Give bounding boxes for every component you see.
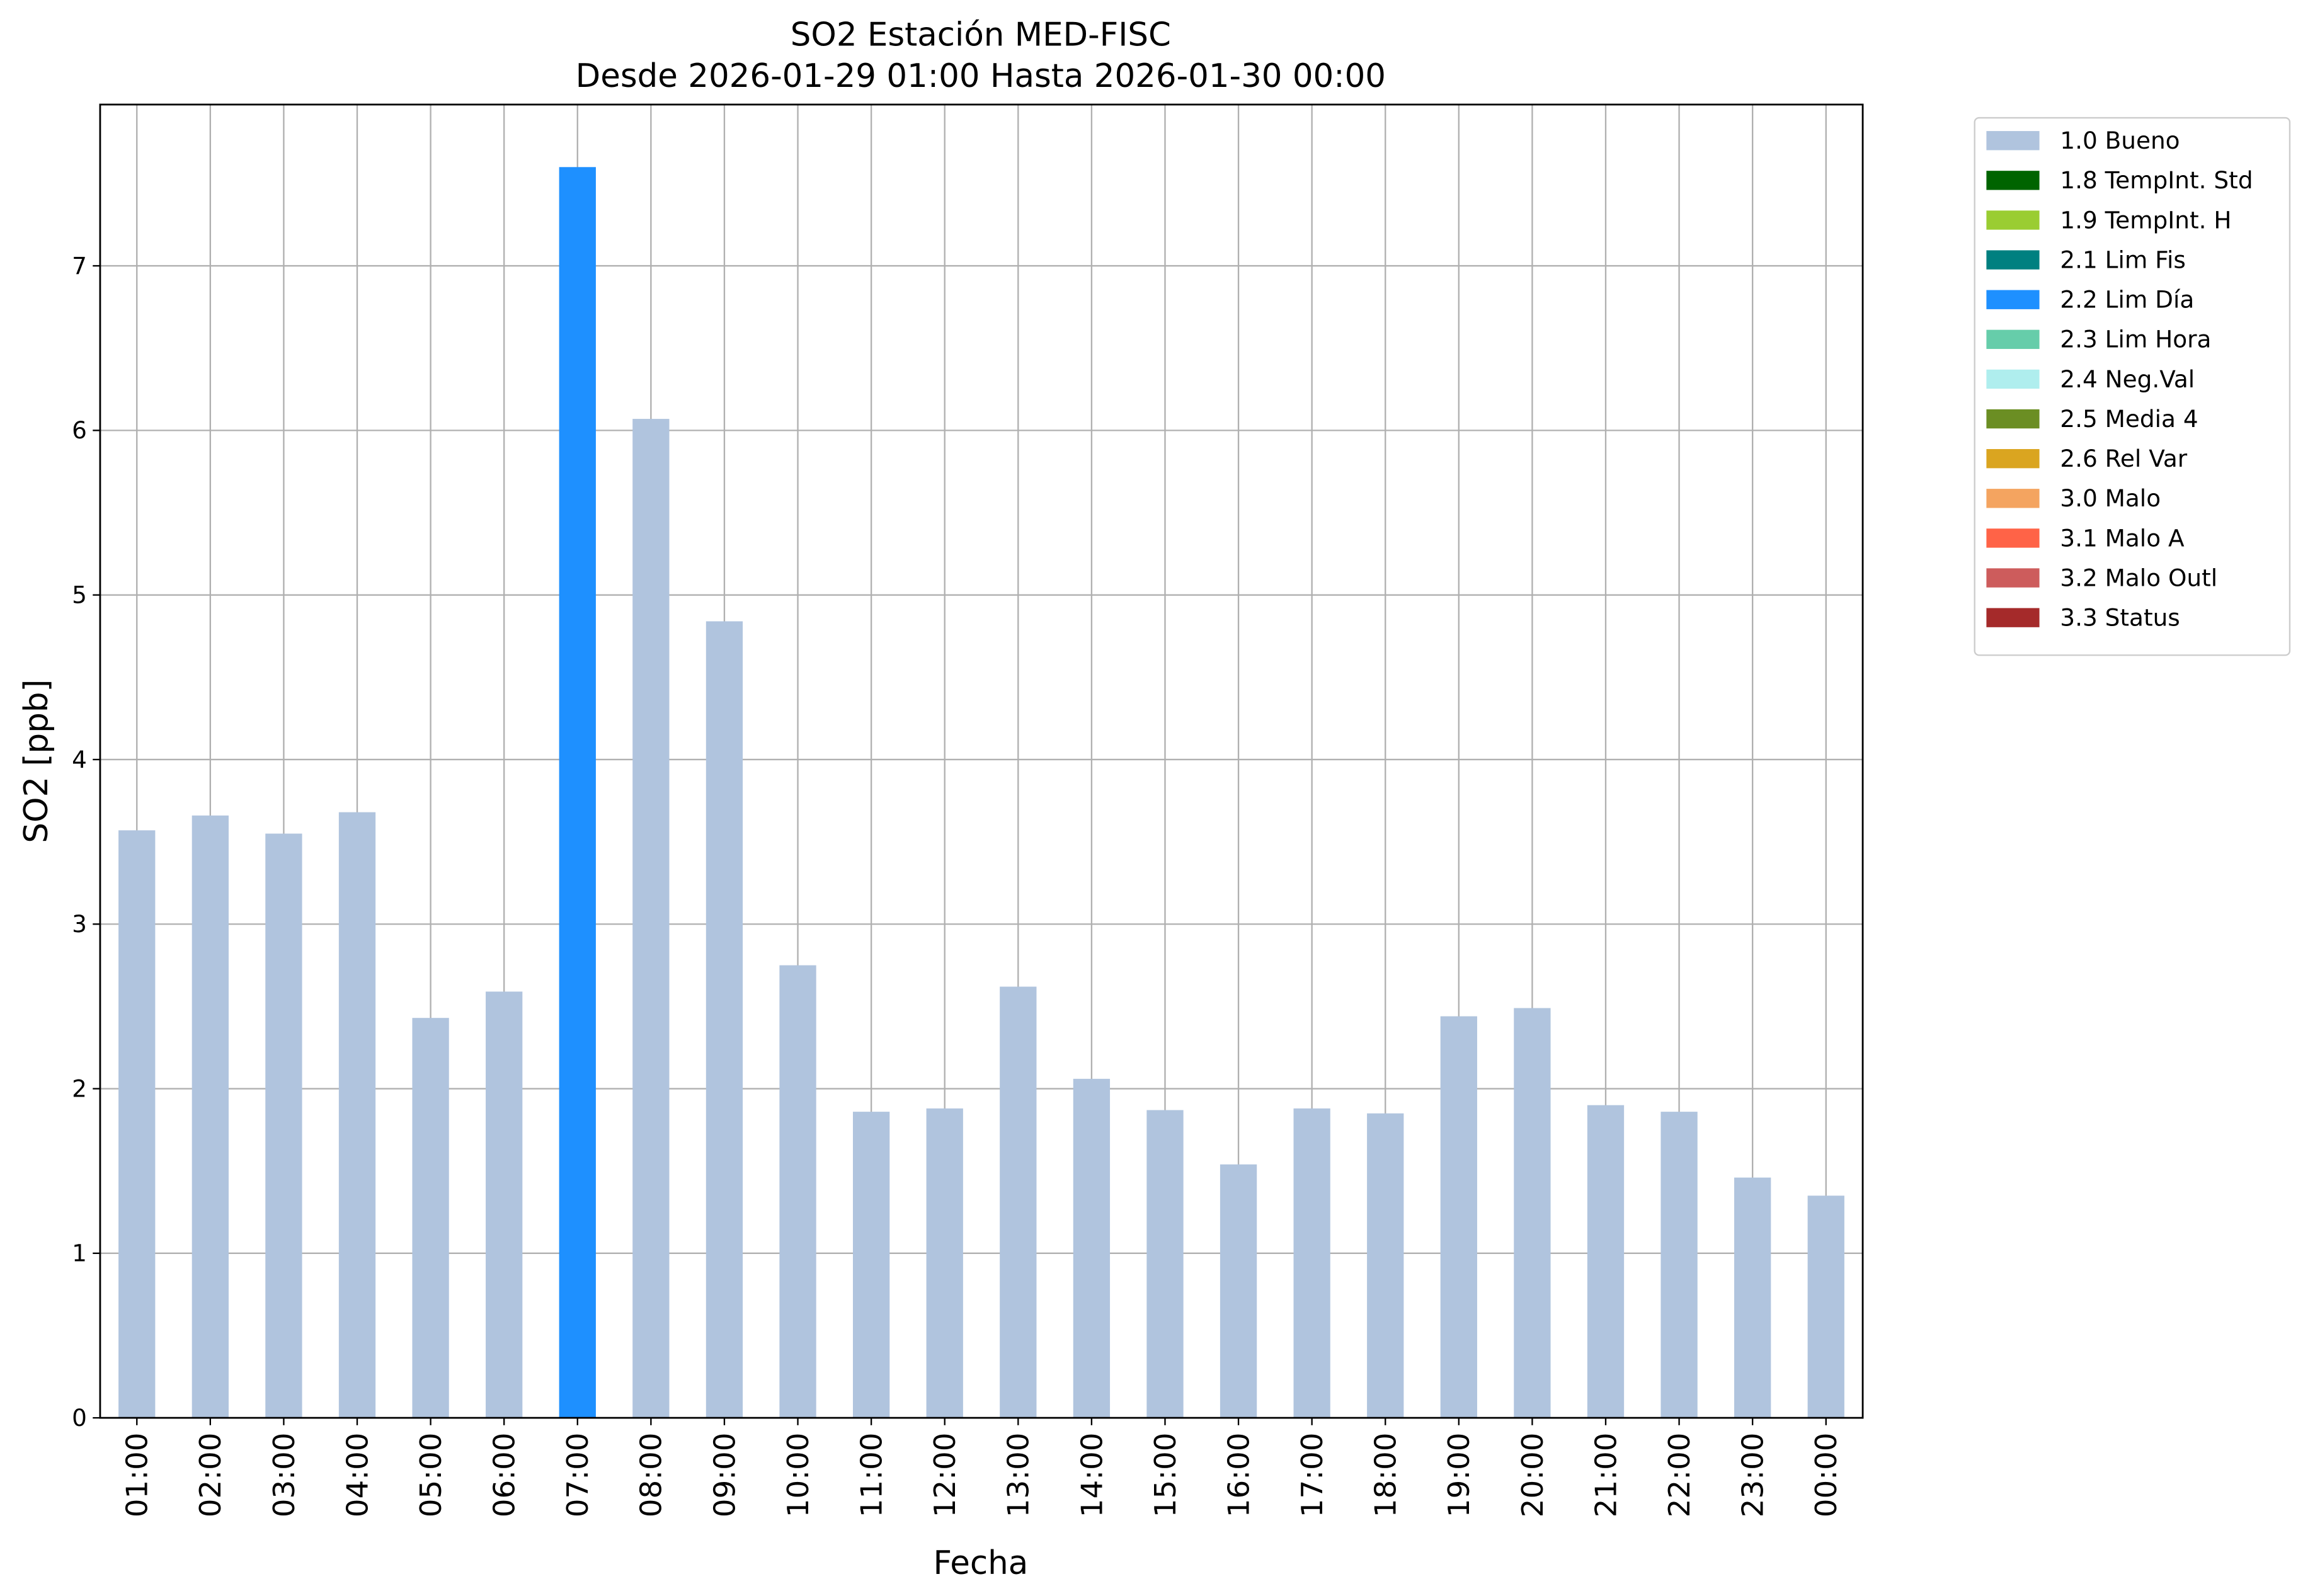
x-tick-label: 06:00	[488, 1433, 522, 1518]
legend-label: 2.2 Lim Día	[2060, 286, 2194, 314]
legend-swatch	[1986, 528, 2040, 548]
legend-swatch	[1986, 369, 2040, 389]
legend-swatch	[1986, 210, 2040, 230]
legend-label: 1.8 TempInt. Std	[2060, 166, 2253, 194]
plot-frame	[99, 103, 1864, 1419]
bar	[1293, 1108, 1330, 1418]
bar	[486, 991, 523, 1418]
legend-label: 1.9 TempInt. H	[2060, 206, 2231, 234]
y-tick-label: 0	[72, 1404, 87, 1432]
legend-swatch	[1986, 608, 2040, 627]
y-tick-label: 3	[72, 910, 87, 938]
x-tick-label: 12:00	[929, 1433, 963, 1518]
x-tick-label: 00:00	[1810, 1433, 1844, 1518]
bar	[1073, 1078, 1111, 1418]
x-tick-label: 13:00	[1002, 1433, 1036, 1518]
y-tick-label: 4	[72, 746, 87, 773]
legend-label: 2.6 Rel Var	[2060, 445, 2188, 472]
bar	[706, 621, 743, 1418]
y-tick-label: 6	[72, 416, 87, 444]
legend-label: 1.0 Bueno	[2060, 127, 2180, 154]
x-tick-label: 18:00	[1369, 1433, 1403, 1518]
ticks: 0 1 2 3 4 5 6 7 01:00 02:00 03:00 04:00 05:00 06:00 07…	[72, 252, 1844, 1517]
y-axis-label: SO2 [ppb]	[18, 679, 55, 843]
x-tick-label: 02:00	[194, 1433, 228, 1518]
chart-title: SO2 Estación MED-FISC	[791, 16, 1171, 54]
legend-swatch	[1986, 131, 2040, 151]
bar	[779, 965, 816, 1418]
bar	[1514, 1008, 1551, 1418]
y-tick-label: 1	[72, 1240, 87, 1267]
bar	[1587, 1105, 1625, 1418]
legend-label: 3.1 Malo A	[2060, 524, 2185, 552]
x-tick-label: 16:00	[1222, 1433, 1256, 1518]
x-tick-label: 01:00	[121, 1433, 155, 1518]
x-tick-label: 07:00	[561, 1433, 595, 1518]
legend-label: 2.3 Lim Hora	[2060, 326, 2211, 353]
bar	[559, 167, 596, 1418]
y-tick-label: 5	[72, 581, 87, 609]
bar	[926, 1108, 963, 1418]
legend-label: 3.2 Malo Outl	[2060, 564, 2217, 591]
legend-swatch	[1986, 409, 2040, 429]
x-tick-label: 08:00	[635, 1433, 669, 1518]
bar	[1807, 1195, 1844, 1418]
bar	[118, 830, 156, 1418]
legend-label: 2.1 Lim Fis	[2060, 246, 2186, 273]
legend-label: 2.5 Media 4	[2060, 405, 2198, 433]
legend: 1.0 Bueno 1.8 TempInt. Std 1.9 TempInt. H 2…	[1974, 117, 2291, 656]
bar	[191, 815, 229, 1418]
bar	[1734, 1177, 1771, 1418]
x-tick-label: 10:00	[782, 1433, 816, 1518]
bar	[265, 833, 302, 1418]
x-tick-label: 03:00	[268, 1433, 302, 1518]
bar	[1367, 1113, 1404, 1418]
x-tick-label: 05:00	[414, 1433, 449, 1518]
chart-subtitle: Desde 2026-01-29 01:00 Hasta 2026-01-30 …	[576, 57, 1386, 95]
x-tick-label: 09:00	[708, 1433, 742, 1518]
bar	[1000, 986, 1037, 1418]
bar	[338, 812, 376, 1418]
bars	[118, 167, 1844, 1418]
x-tick-label: 15:00	[1149, 1433, 1183, 1518]
x-tick-label: 20:00	[1516, 1433, 1550, 1518]
legend-label: 3.3 Status	[2060, 604, 2180, 632]
legend-swatch	[1986, 290, 2040, 309]
legend-swatch	[1986, 171, 2040, 190]
legend-swatch	[1986, 448, 2040, 469]
bar	[1660, 1112, 1698, 1418]
x-tick-label: 17:00	[1296, 1433, 1330, 1518]
bar	[1146, 1110, 1184, 1418]
legend-swatch	[1986, 329, 2040, 350]
bar	[632, 419, 670, 1418]
y-tick-label: 2	[72, 1074, 87, 1102]
x-tick-label: 22:00	[1663, 1433, 1697, 1518]
legend-swatch	[1986, 250, 2040, 270]
legend-label: 2.4 Neg.Val	[2060, 365, 2195, 393]
x-tick-label: 19:00	[1443, 1433, 1477, 1518]
x-axis-label: Fecha	[933, 1544, 1028, 1582]
bar	[1220, 1164, 1257, 1418]
legend-swatch	[1986, 568, 2040, 588]
x-tick-label: 11:00	[855, 1433, 889, 1518]
bar	[1440, 1016, 1477, 1418]
legend-label: 3.0 Malo	[2060, 484, 2161, 512]
x-tick-label: 23:00	[1737, 1433, 1771, 1518]
x-tick-label: 04:00	[341, 1433, 375, 1518]
legend-swatch	[1986, 489, 2040, 508]
legend-box	[1974, 117, 2291, 656]
y-tick-label: 7	[72, 252, 87, 280]
bar	[852, 1112, 890, 1418]
x-tick-label: 14:00	[1075, 1433, 1109, 1518]
x-tick-label: 21:00	[1589, 1433, 1623, 1518]
bar	[412, 1018, 449, 1418]
